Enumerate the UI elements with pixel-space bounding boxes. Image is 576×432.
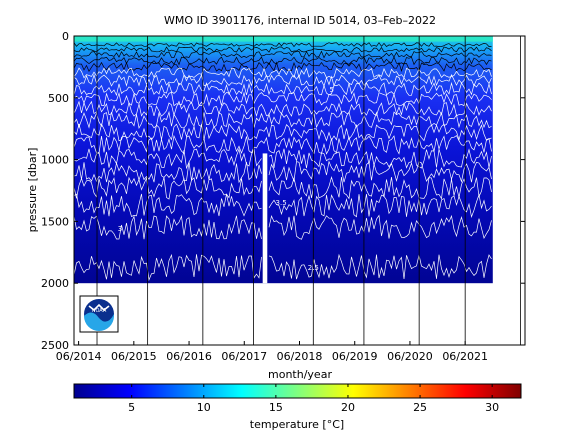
- isotherm-line: [74, 81, 492, 97]
- colorbar-tick-label: 5: [128, 401, 135, 414]
- y-axis: 0 500 1000 1500 2000 2500: [41, 30, 525, 352]
- x-tick-label: 06/2020: [387, 350, 433, 363]
- isotherm-line: [74, 123, 492, 142]
- isotherm-line: [74, 253, 262, 282]
- isotherm-line: [74, 91, 492, 107]
- isotherm-line: [74, 42, 492, 48]
- noaa-logo: NOAA: [79, 295, 119, 333]
- isotherm-label: 5: [329, 86, 333, 94]
- isotherm-line: [74, 46, 492, 53]
- isotherm-line: [74, 61, 492, 73]
- noaa-logo-text: NOAA: [92, 308, 107, 314]
- isotherm-label: 3.5: [276, 199, 287, 207]
- isotherm-label: 2.5: [308, 264, 319, 272]
- colorbar-tick-label: 20: [341, 401, 355, 414]
- x-tick-label: 06/2019: [332, 350, 378, 363]
- isotherm-line: [74, 134, 492, 155]
- colorbar-ticks: 5 10 15 20 25 30: [128, 384, 499, 414]
- isotherm-line: [268, 253, 492, 280]
- isotherm-line: [268, 160, 492, 183]
- colorbar: 5 10 15 20 25 30 temperature [°C]: [73, 383, 522, 431]
- isotherm-line: [74, 56, 492, 66]
- plot-area: 5 3.5 3 2.5: [74, 36, 521, 345]
- isotherm-line: [74, 214, 262, 240]
- isotherm-labels: 5 3.5 3 2.5: [118, 86, 334, 272]
- isotherm-line: [268, 148, 492, 169]
- isotherm-line: [268, 214, 492, 240]
- data-gap: [262, 153, 268, 284]
- isotherm-label: 3: [118, 225, 122, 233]
- x-tick-label: 06/2017: [221, 350, 267, 363]
- y-tick-label: 2000: [41, 277, 69, 290]
- y-tick-label: 1000: [41, 154, 69, 167]
- x-tick-label: 06/2021: [442, 350, 488, 363]
- isotherm-line: [74, 110, 492, 130]
- isotherm-line: [74, 193, 262, 217]
- colorbar-label: temperature [°C]: [250, 418, 344, 431]
- isotherm-lines: [74, 42, 492, 282]
- x-axis-label: month/year: [268, 368, 332, 381]
- isotherm-line: [74, 176, 262, 200]
- isotherm-line: [74, 73, 492, 87]
- x-tick-label: 06/2018: [277, 350, 323, 363]
- colorbar-gradient: [73, 383, 522, 399]
- colorbar-tick-label: 10: [197, 401, 211, 414]
- y-tick-label: 500: [48, 92, 69, 105]
- x-tick-label: 06/2015: [111, 350, 157, 363]
- chart-title: WMO ID 3901176, internal ID 5014, 03–Feb…: [164, 14, 436, 27]
- surface-layer: [74, 36, 493, 42]
- isotherm-line: [74, 50, 492, 59]
- y-tick-label: 0: [62, 30, 69, 43]
- isotherm-line: [74, 147, 262, 170]
- x-tick-label: 06/2014: [56, 350, 102, 363]
- isotherm-line: [74, 66, 492, 79]
- colorbar-tick-label: 30: [485, 401, 499, 414]
- colorbar-tick-label: 25: [413, 401, 427, 414]
- vertical-reference-lines: [96, 36, 521, 345]
- isotherm-line: [74, 161, 262, 184]
- isotherm-line: [268, 176, 492, 200]
- x-tick-label: 06/2016: [166, 350, 212, 363]
- y-tick-label: 1500: [41, 215, 69, 228]
- x-axis: 06/2014 06/2015 06/2016 06/2017 06/2018 06/20…: [56, 341, 488, 363]
- colorbar-tick-label: 15: [269, 401, 283, 414]
- isotherm-line: [74, 100, 492, 117]
- y-tick-label: 2500: [41, 339, 69, 352]
- isotherm-line: [268, 193, 492, 218]
- y-axis-label: pressure [dbar]: [26, 148, 39, 233]
